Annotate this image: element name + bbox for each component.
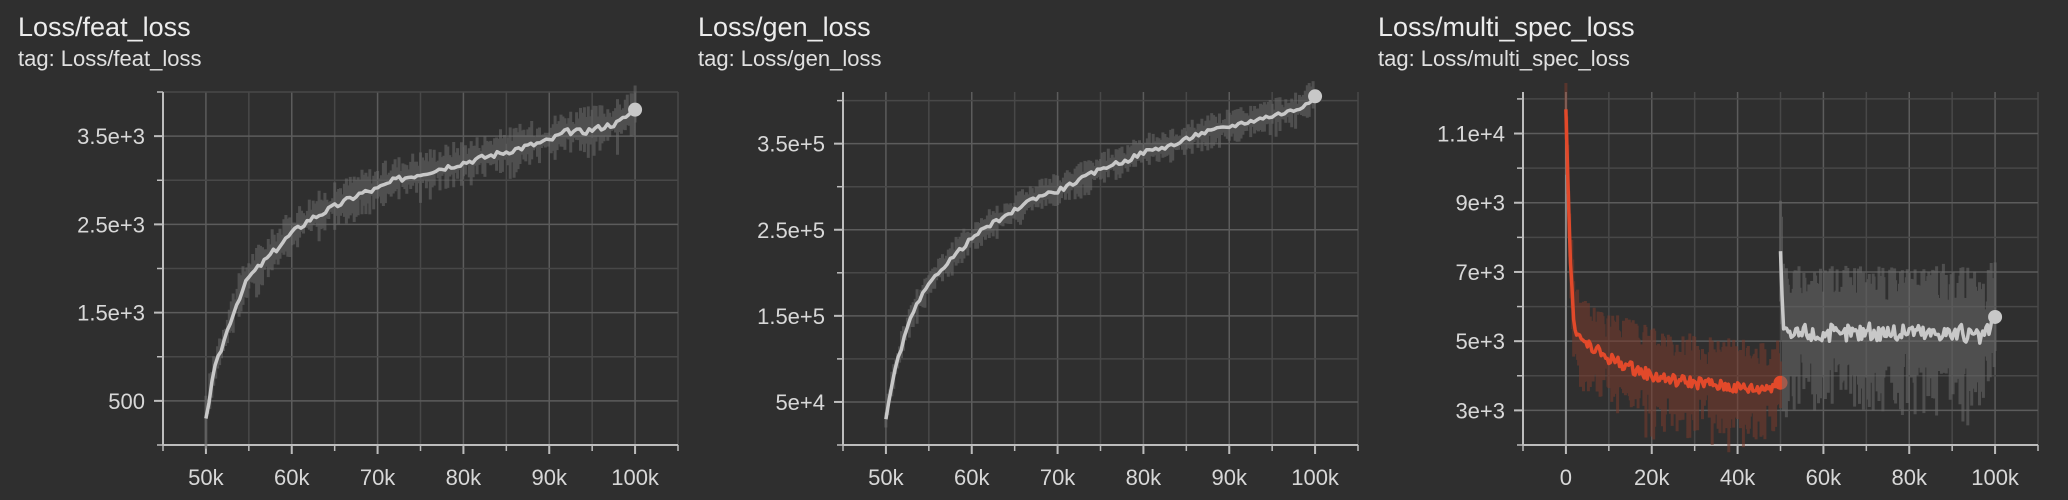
y-tick-label: 1.1e+4 [1437,122,1505,147]
grid [842,92,1359,446]
x-tick-label: 90k [532,465,568,490]
raw-band-strokes [1779,200,1997,426]
chart-title: Loss/multi_spec_loss [1378,12,1635,42]
x-tick-label: 80k [1892,465,1928,490]
y-tick-label: 500 [108,389,145,414]
series-line [204,108,636,419]
x-tick-label: 60k [1806,465,1842,490]
x-tick-label: 60k [954,465,990,490]
y-tick-label: 3.5e+5 [757,132,825,157]
chart-panel-gen-loss: Loss/gen_loss tag: Loss/gen_loss 50k 60k 7… [698,0,1378,500]
chart-gen-loss[interactable]: 50k 60k 70k 80k 90k 100k 5e+4 1.5e+5 2.5e+5 3.5e+… [698,0,1378,500]
x-tick-label: 60k [274,465,310,490]
x-tick-label: 100k [611,465,660,490]
raw-band [1564,83,1782,453]
x-tick-label: 90k [1212,465,1248,490]
y-tick-label: 1.5e+3 [77,301,145,326]
chart-panel-feat-loss: Loss/feat_loss tag: Loss/feat_loss 50k 60… [18,0,698,500]
y-tick-label: 5e+3 [1455,329,1505,354]
grid [162,91,679,446]
chart-tag: tag: Loss/gen_loss [698,46,882,71]
raw-band [1779,200,1997,426]
y-tick-label: 2.5e+5 [757,218,825,243]
chart-panel-multi-spec-loss: Loss/multi_spec_loss tag: Loss/multi_spe… [1378,0,2058,500]
x-tick-label: 20k [1634,465,1670,490]
chart-tag: tag: Loss/multi_spec_loss [1378,46,1630,71]
series-line [1778,251,1996,345]
y-tick-label: 2.5e+3 [77,212,145,237]
x-tick-label: 100k [1971,465,2020,490]
chart-title: Loss/gen_loss [698,12,871,42]
y-tick-label: 3e+3 [1455,398,1505,423]
x-tick-label: 70k [360,465,396,490]
x-tick-label: 0 [1560,465,1572,490]
x-tick-label: 50k [868,465,904,490]
x-tick-label: 50k [188,465,224,490]
y-tick-label: 1.5e+5 [757,304,825,329]
raw-band-strokes [1564,83,1782,453]
chart-title: Loss/feat_loss [18,12,191,42]
x-tick-label: 80k [1126,465,1162,490]
x-tick-label: 100k [1291,465,1340,490]
series-line [1564,109,1782,395]
series-line [884,95,1317,420]
x-tick-label: 80k [446,465,482,490]
y-tick-label: 9e+3 [1455,191,1505,216]
y-tick-label: 7e+3 [1455,260,1505,285]
series-end-point [628,102,643,117]
x-tick-label: 40k [1720,465,1756,490]
chart-tag: tag: Loss/feat_loss [18,46,202,71]
series-end-point [1308,89,1323,104]
y-tick-label: 5e+4 [775,390,825,415]
y-tick-label: 3.5e+3 [77,124,145,149]
x-tick-label: 70k [1040,465,1076,490]
chart-multi-spec-loss[interactable]: 0 20k 40k 60k 80k 100k 3e+3 5e+3 7e+3 9e+3 1.1e+4 [1378,0,2058,500]
series-end-point [1988,309,2003,324]
chart-feat-loss[interactable]: 50k 60k 70k 80k 90k 100k 500 1.5e+3 2.5e+3 3.5e+3 [18,0,698,500]
